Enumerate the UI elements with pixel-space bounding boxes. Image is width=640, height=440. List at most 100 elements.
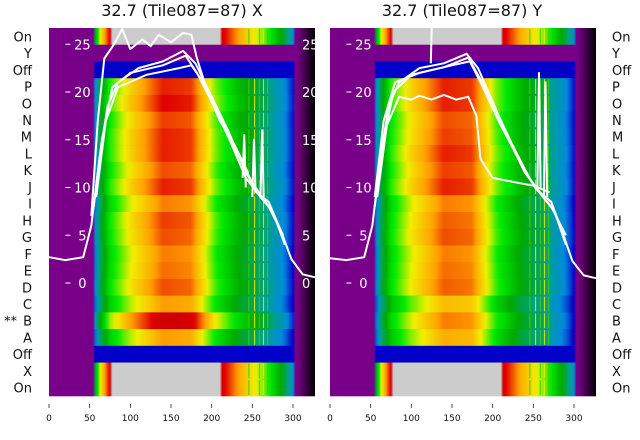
y-tick-label: 20	[355, 86, 372, 101]
heatmap-stripe	[266, 146, 269, 161]
heatmap-stripe	[547, 95, 550, 111]
heatmap-row	[330, 295, 596, 313]
heatmap-stripe	[266, 112, 269, 128]
row-label: M	[612, 131, 623, 146]
heatmap-stripe	[262, 95, 265, 111]
heatmap-stripe	[529, 29, 531, 44]
heatmap-stripe	[253, 313, 256, 329]
row-label: D	[612, 281, 622, 296]
heatmap-stripe	[262, 296, 265, 312]
heatmap-stripe	[534, 279, 537, 295]
heatmap-stripe	[262, 246, 265, 262]
heatmap-row	[330, 195, 596, 213]
heatmap-stripe	[547, 29, 550, 44]
heatmap-stripe	[248, 162, 250, 178]
y-tick-label-clipped: 0	[302, 277, 310, 292]
heatmap-row	[49, 61, 315, 79]
row-label: F	[612, 248, 619, 263]
heatmap-stripe	[266, 162, 269, 178]
heatmap-stripe	[248, 229, 250, 245]
row-label: L	[612, 147, 620, 162]
heatmap-row	[49, 44, 315, 62]
row-label: C	[612, 298, 621, 313]
row-marker: **	[4, 315, 18, 330]
x-tick-label: 250	[244, 414, 261, 424]
x-tick-label: 150	[162, 414, 179, 424]
heatmap-stripe	[253, 196, 256, 211]
x-tick-label: 50	[365, 414, 377, 424]
y-tick-label: 25	[355, 38, 372, 53]
row-label: On	[14, 382, 32, 397]
heatmap-stripe	[534, 29, 537, 44]
row-label: H	[22, 214, 32, 229]
heatmap-stripe	[543, 246, 546, 262]
overlay-line-spike-1	[241, 134, 247, 188]
heatmap-stripe	[547, 380, 550, 395]
row-label: C	[23, 298, 32, 313]
heatmap-stripe	[258, 330, 261, 345]
heatmap-stripe	[529, 330, 531, 345]
heatmap-stripe	[266, 95, 269, 111]
heatmap-stripe	[258, 296, 261, 312]
heatmap-stripe	[248, 95, 250, 111]
heatmap-stripe	[248, 279, 250, 295]
heatmap-stripe	[253, 129, 256, 145]
y-tick-label: 0	[78, 277, 86, 292]
heatmap-stripe	[543, 196, 546, 211]
row-label: X	[612, 365, 621, 380]
row-label: I	[28, 198, 32, 213]
heatmap-stripe	[253, 296, 256, 312]
row-label: A	[23, 331, 32, 346]
heatmap-row	[330, 379, 596, 397]
heatmap-stripe	[262, 380, 265, 395]
row-label: E	[24, 265, 32, 280]
row-label: O	[612, 97, 622, 112]
heatmap-stripe	[262, 263, 265, 278]
heatmap-row	[330, 61, 596, 79]
heatmap-stripe	[258, 112, 261, 128]
heatmap-stripe	[529, 229, 531, 245]
heatmap-row	[330, 362, 596, 380]
heatmap-row	[49, 195, 315, 213]
heatmap-stripe	[258, 213, 261, 228]
heatmap-stripe	[266, 213, 269, 228]
row-label: G	[612, 231, 622, 246]
heatmap-stripe	[539, 29, 542, 44]
row-label: O	[22, 97, 32, 112]
row-label: J	[27, 181, 32, 196]
heatmap-stripe	[262, 229, 265, 245]
heatmap-stripe	[529, 246, 531, 262]
heatmap-stripe	[539, 380, 542, 395]
heatmap-stripe	[248, 363, 250, 379]
heatmap-stripe	[266, 313, 269, 329]
heatmap-stripe	[258, 179, 261, 195]
x-tick-label: 200	[484, 414, 501, 424]
heatmap-stripe	[547, 112, 550, 128]
row-label: K	[23, 164, 32, 179]
heatmap-stripe	[547, 313, 550, 329]
heatmap-stripe	[258, 95, 261, 111]
heatmap-stripe	[543, 380, 546, 395]
heatmap-stripe	[547, 296, 550, 312]
heatmap-stripe	[248, 29, 250, 44]
heatmap-stripe	[266, 79, 269, 94]
y-tick-label: 25	[74, 38, 91, 53]
heatmap-stripe	[529, 112, 531, 128]
x-tick-label: 300	[284, 414, 301, 424]
heatmap-stripe	[534, 229, 537, 245]
heatmap-stripe	[253, 29, 256, 44]
row-label: On	[612, 30, 630, 45]
heatmap-stripe	[547, 246, 550, 262]
heatmap-stripe	[539, 296, 542, 312]
heatmap-stripe	[266, 229, 269, 245]
heatmap-stripe	[539, 246, 542, 262]
y-tick-label-clipped: 25	[302, 38, 319, 53]
heatmap-stripe	[529, 196, 531, 211]
y-tick-label: 10	[355, 182, 372, 197]
heatmap-stripe	[253, 213, 256, 228]
row-label: E	[612, 265, 620, 280]
overlay-line-spike-3	[259, 129, 265, 198]
heatmap-stripe	[547, 162, 550, 178]
y-tick-label: 0	[359, 277, 367, 292]
heatmap-stripe	[534, 380, 537, 395]
